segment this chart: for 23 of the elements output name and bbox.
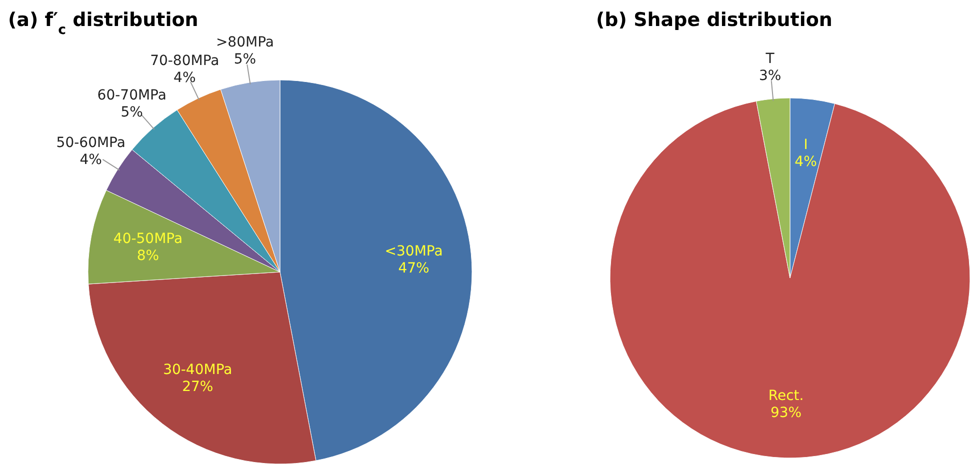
- data-label: 4%: [80, 152, 102, 168]
- slice-label: T: [764, 50, 775, 67]
- chart-title: (a) f′$_{c}$ distribution: [8, 9, 198, 38]
- slice-label: Rect.: [768, 388, 804, 404]
- slice-label: 40-50MPa: [113, 230, 183, 247]
- slice-label: 50-60MPa: [56, 135, 126, 152]
- data-label: 93%: [770, 404, 802, 421]
- pie-slice: [610, 100, 970, 458]
- slice-label: 30-40MPa: [163, 362, 232, 378]
- data-label: 47%: [398, 260, 430, 276]
- data-label: 4%: [174, 70, 196, 86]
- slice-label: I: [804, 136, 808, 153]
- chart-title: (b) Shape distribution: [596, 9, 832, 31]
- data-label: 27%: [182, 379, 214, 396]
- slice-label: 70-80MPa: [150, 53, 220, 70]
- data-label: 5%: [120, 104, 143, 120]
- slice-label: <30MPa: [384, 243, 443, 260]
- data-label: 3%: [758, 68, 782, 84]
- data-label: 5%: [234, 52, 256, 68]
- slice-label: 60-70MPa: [97, 87, 166, 104]
- data-label: 8%: [136, 248, 160, 264]
- data-label: 4%: [794, 154, 817, 170]
- slice-label: >80MPa: [216, 34, 274, 51]
